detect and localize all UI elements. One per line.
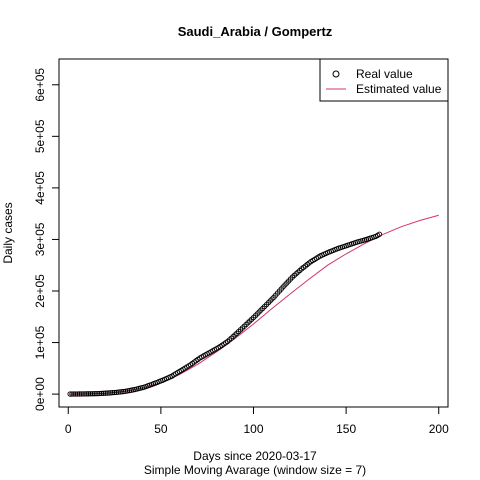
real-value-point (78, 391, 84, 397)
real-value-point (102, 390, 108, 396)
x-axis-ticks: 0 50 100 150 200 (65, 407, 449, 436)
real-value-point (76, 391, 83, 397)
x-tick-label: 0 (65, 422, 72, 436)
real-value-point (71, 391, 77, 397)
real-value-point (85, 391, 92, 397)
real-value-point (121, 388, 127, 395)
real-value-point (69, 391, 75, 397)
y-axis-label: Daily cases (1, 202, 15, 263)
real-value-point (80, 391, 86, 397)
real-value-point (108, 390, 114, 396)
legend-box (319, 58, 449, 102)
legend-real-value-label: Real value (356, 67, 413, 81)
x-tick-label: 150 (336, 422, 356, 436)
real-value-point (97, 390, 103, 397)
real-value-point (117, 389, 123, 395)
real-value-point (67, 391, 73, 397)
real-value-point (89, 391, 95, 397)
series-layer (67, 214, 439, 397)
y-tick-label: 0e+00 (33, 377, 47, 411)
y-tick-label: 1e+05 (33, 325, 47, 359)
real-value-point (98, 390, 105, 397)
y-tick-label: 4e+05 (33, 171, 47, 205)
y-tick-label: 6e+05 (33, 68, 47, 102)
chart-title: Saudi_Arabia / Gompertz (178, 24, 333, 39)
real-value-point (104, 390, 110, 396)
real-value-point (115, 389, 121, 395)
real-value-point (119, 389, 125, 395)
real-value-point (95, 390, 101, 397)
legend: Real value Estimated value (319, 58, 449, 102)
x-tick-label: 100 (243, 422, 263, 436)
x-axis-label: Days since 2020-03-17 (193, 449, 317, 463)
real-value-point (100, 390, 107, 396)
real-value-point (93, 390, 99, 397)
real-value-point (84, 391, 90, 397)
real-value-point (87, 391, 94, 397)
real-value-point (113, 389, 120, 396)
real-value-point (111, 389, 118, 396)
real-value-point (110, 389, 116, 396)
legend-estimated-value-label: Estimated value (356, 82, 442, 96)
y-tick-label: 5e+05 (33, 119, 47, 153)
real-value-point (376, 231, 383, 237)
x-axis-subtitle: Simple Moving Avarage (window size = 7) (144, 463, 366, 477)
y-tick-label: 3e+05 (33, 222, 47, 256)
legend-real-value-symbol (332, 70, 340, 78)
plot-frame (58, 58, 449, 408)
y-axis-ticks: 0e+00 1e+05 2e+05 3e+05 4e+05 5e+05 6e+05 (33, 68, 59, 411)
real-value-point (91, 391, 97, 397)
real-value-point (106, 390, 112, 396)
x-tick-label: 200 (429, 422, 449, 436)
y-tick-label: 2e+05 (33, 274, 47, 308)
real-value-point (74, 391, 81, 397)
estimated-value-line (70, 214, 439, 395)
real-value-point (82, 391, 88, 397)
real-value-point (73, 391, 79, 397)
x-tick-label: 50 (154, 422, 168, 436)
